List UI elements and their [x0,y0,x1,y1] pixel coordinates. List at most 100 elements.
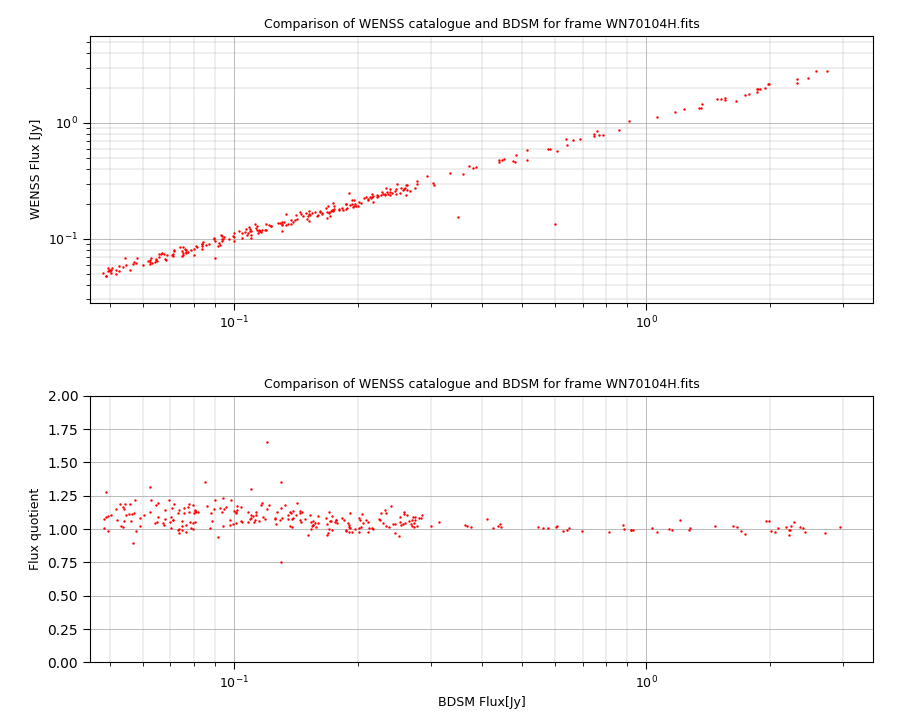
Point [405,520,419,531]
Point [189,240,203,252]
Point [574,525,589,536]
Point [105,262,120,274]
Point [832,521,847,532]
Point [143,506,157,518]
Point [148,255,163,266]
Point [347,523,362,535]
Point [683,523,698,534]
Point [112,261,127,272]
Point [166,248,180,260]
Point [281,513,295,525]
Point [269,518,284,529]
Point [103,264,117,276]
Point [332,203,347,215]
Point [379,182,393,194]
Point [376,189,391,200]
Point [306,519,320,531]
Point [194,238,209,250]
Point [717,94,732,106]
Point [396,518,410,529]
Point [175,515,189,526]
Point [251,228,266,239]
Point [151,248,166,260]
Point [778,521,793,533]
Point [750,84,764,95]
Point [130,258,144,269]
Point [337,515,351,526]
Point [240,229,255,240]
Point [695,98,709,109]
Point [110,515,124,526]
Point [443,168,457,179]
Point [171,508,185,519]
Point [198,240,212,251]
Point [267,512,282,523]
Point [178,244,193,256]
Point [227,235,241,247]
Point [215,235,230,247]
Point [182,498,196,510]
Point [371,190,385,202]
Point [383,189,398,201]
Point [383,500,398,512]
Point [392,530,406,541]
Point [309,521,323,532]
Point [332,204,347,216]
Point [244,229,258,240]
Point [234,227,248,238]
Point [394,183,409,194]
Point [191,506,205,518]
Point [142,482,157,493]
Point [126,258,140,269]
Point [320,212,334,224]
Point [257,225,272,236]
Point [165,249,179,261]
Point [283,506,297,518]
Point [548,218,562,230]
Point [322,207,337,218]
Point [166,499,181,510]
Point [562,523,576,534]
Point [185,517,200,528]
Point [248,509,263,521]
Point [126,256,140,267]
Point [207,233,221,245]
Point [326,197,340,209]
Point [248,219,262,230]
Point [354,521,368,533]
Point [464,521,479,532]
Point [208,235,222,246]
Point [728,95,742,107]
Point [762,78,777,89]
Point [292,507,307,518]
Point [573,133,588,145]
Point [285,521,300,533]
Point [587,130,601,142]
Point [361,194,375,205]
Point [176,241,190,253]
Point [104,264,119,276]
Point [273,514,287,526]
Point [366,196,381,207]
Point [398,182,412,194]
Point [312,205,327,217]
Point [491,154,506,166]
Point [491,521,505,532]
Point [250,220,265,231]
Point [338,524,353,536]
Point [109,503,123,515]
Point [279,219,293,230]
Point [274,476,288,487]
Point [325,204,339,216]
Point [559,133,573,145]
Point [343,507,357,518]
Point [99,270,113,282]
Point [311,210,326,221]
Point [194,239,209,251]
Point [298,513,312,525]
Point [725,520,740,531]
Point [486,523,500,534]
Point [128,494,142,505]
Point [230,507,244,518]
Point [348,198,363,210]
